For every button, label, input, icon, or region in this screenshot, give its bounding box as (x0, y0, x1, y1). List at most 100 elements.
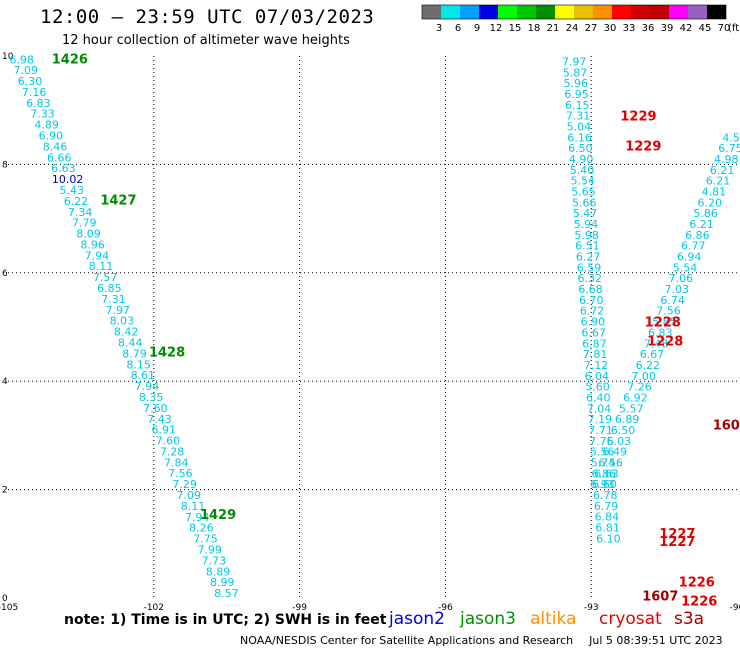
wave-height-label: 6.77 (681, 240, 706, 253)
wave-height-label: 5.54 (673, 261, 698, 274)
legend-swatch (479, 5, 498, 19)
wave-height-label: 8.46 (43, 140, 68, 153)
legend-swatch (555, 5, 574, 19)
legend-tick-label: 12 (490, 23, 503, 34)
wave-height-label: 6.16 (567, 131, 592, 144)
wave-height-label: 7.60 (143, 402, 168, 415)
wave-height-label: 7.81 (583, 348, 608, 361)
wave-height-label: 6.66 (47, 151, 72, 164)
wave-height-label: 7.56 (168, 467, 193, 480)
wave-height-label: 7.26 (627, 381, 652, 394)
y-tick-label: 0 (2, 594, 8, 604)
chart-subtitle: 12 hour collection of altimeter wave hei… (62, 33, 350, 48)
wave-height-label: 6.60 (592, 478, 617, 491)
legend-swatch (441, 5, 460, 19)
x-tick-label: -90 (730, 603, 740, 613)
wave-height-label: 6.63 (51, 162, 76, 175)
credit-org: NOAA/NESDIS Center for Satellite Applica… (240, 634, 574, 647)
legend-frame (421, 4, 727, 20)
wave-height-label: 6.78 (593, 489, 618, 502)
wave-height-label: 7.04 (587, 402, 612, 415)
chart-title: 12:00 — 23:59 UTC 07/03/2023 (40, 6, 375, 28)
y-tick-label: 4 (2, 377, 8, 387)
legend-swatch (650, 5, 669, 19)
wave-height-label: 5.74 (591, 457, 616, 470)
legend-tick-label: 9 (474, 23, 480, 34)
wave-height-label: 7.84 (164, 456, 189, 469)
wave-height-label: 7.28 (160, 445, 185, 458)
wave-height-label: 8.44 (118, 337, 143, 350)
legend-tick-label: 36 (642, 23, 655, 34)
legend-tick-label: 15 (509, 23, 522, 34)
pass-time-label: 1226 (681, 595, 717, 610)
wave-height-label: 6.15 (565, 99, 590, 112)
legend-sat-jason3: jason3 (460, 609, 516, 629)
wave-height-label: 8.57 (214, 587, 239, 600)
wave-height-label: 6.21 (706, 175, 731, 188)
wave-height-label: 7.99 (197, 543, 222, 556)
wave-height-label: 6.49 (603, 446, 628, 459)
wave-height-label: 7.29 (172, 478, 197, 491)
wave-height-label: 4.89 (34, 119, 59, 132)
wave-height-label: 4.58 (722, 131, 740, 144)
wave-height-label: 7.09 (177, 489, 202, 502)
wave-height-label: 6.83 (648, 326, 673, 339)
wave-height-label: 8.11 (181, 500, 206, 513)
legend-swatch (498, 5, 517, 19)
legend-tick-label: 6 (455, 23, 461, 34)
wave-height-label: 8.89 (206, 565, 231, 578)
legend-tick-label: 30 (604, 23, 617, 34)
pass-time-label: 1226 (679, 576, 715, 591)
wave-height-label: 6.79 (594, 500, 619, 513)
wave-height-label: 7.43 (147, 413, 172, 426)
wave-height-label: 6.67 (581, 326, 606, 339)
wave-height-label: 6.98 (9, 53, 34, 66)
wave-height-label: 8.03 (110, 315, 135, 328)
legend-swatch (669, 5, 688, 19)
wave-height-label: 6.81 (595, 522, 620, 535)
wave-height-label: 5.98 (574, 229, 599, 242)
legend-swatch (574, 5, 593, 19)
wave-height-label: 6.91 (151, 424, 176, 437)
pass-time-label: 1229 (625, 139, 661, 154)
x-tick-label: -93 (584, 603, 599, 613)
legend-tick-label: 18 (528, 23, 541, 34)
legend-swatch (422, 5, 441, 19)
wave-height-label: 7.94 (185, 511, 210, 524)
wave-height-label: 7.56 (656, 305, 681, 318)
pass-time-label: 160 (713, 419, 740, 434)
wave-height-label: 7.09 (14, 64, 39, 77)
pass-time-label: 1228 (647, 335, 683, 350)
y-tick-label: 8 (2, 160, 8, 170)
wave-height-label: 5.94 (574, 218, 599, 231)
wave-height-label: 6.22 (636, 359, 661, 372)
legend-swatch (612, 5, 631, 19)
legend-swatch (593, 5, 612, 19)
wave-height-label: 6.93 (590, 478, 615, 491)
legend-tick-label: 27 (585, 23, 598, 34)
pass-time-label: 1227 (659, 527, 695, 542)
wave-height-label: 4.81 (702, 186, 727, 199)
pass-time-label: 1429 (200, 508, 236, 523)
wave-height-label: 6.74 (660, 294, 685, 307)
wave-height-label: 8.96 (80, 238, 105, 251)
wave-height-label: 5.65 (571, 186, 596, 199)
legend-swatch (517, 5, 536, 19)
wave-height-label: 6.59 (577, 261, 602, 274)
x-tick-label: -96 (438, 603, 453, 613)
legend-swatch (460, 5, 479, 19)
wave-height-label: 7.33 (30, 108, 55, 121)
wave-height-label: 6.90 (39, 130, 64, 143)
wave-height-label: 8.35 (139, 391, 164, 404)
wave-height-label: 6.27 (576, 251, 601, 264)
legend-swatch (688, 5, 707, 19)
wave-height-label: 7.57 (93, 271, 118, 284)
wave-height-label: 4.98 (714, 153, 739, 166)
wave-height-label: 6.72 (580, 305, 605, 318)
wave-height-label: 6.85 (97, 282, 122, 295)
wave-height-label: 5.40 (570, 164, 595, 177)
wave-height-label: 7.94 (135, 380, 160, 393)
wave-height-label: 5.96 (563, 77, 588, 90)
wave-height-label: 5.54 (570, 175, 595, 188)
